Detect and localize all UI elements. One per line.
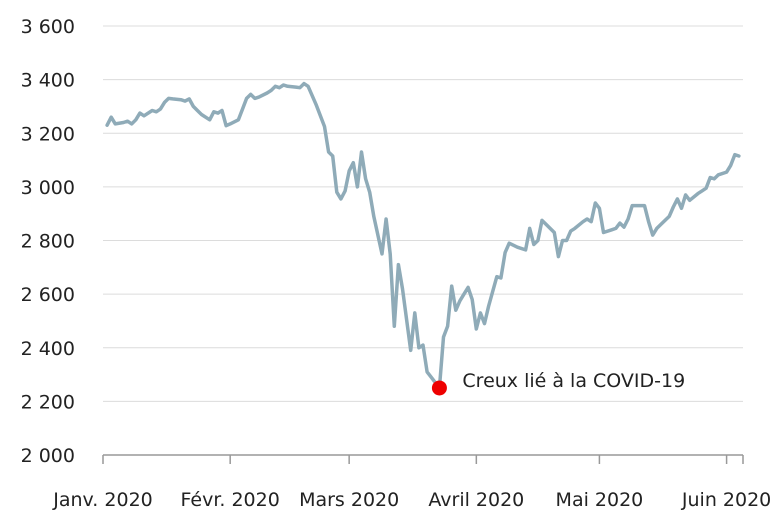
y-tick-label: 3 000 (21, 177, 75, 199)
x-tick-label: Mai 2020 (556, 489, 644, 511)
y-tick-label: 3 400 (21, 70, 75, 92)
y-tick-label: 2 000 (21, 445, 75, 467)
annotation-marker (431, 380, 447, 396)
x-tick-label: Mars 2020 (299, 489, 399, 511)
y-axis: 2 000 2 200 2 400 2 600 2 800 3 000 3 200 3 400… (21, 16, 75, 467)
series-group (105, 81, 741, 390)
x-tick-label: Févr. 2020 (181, 489, 280, 511)
y-tick-label: 2 400 (21, 338, 75, 360)
x-tick-label: Juin 2020 (681, 489, 771, 511)
y-tick-label: 2 600 (21, 284, 75, 306)
y-tick-label: 2 200 (21, 391, 75, 413)
y-tick-label: 3 600 (21, 16, 75, 38)
gridlines (103, 25, 743, 402)
annotations: Creux lié à la COVID-19 (431, 370, 685, 396)
y-tick-label: 3 200 (21, 123, 75, 145)
y-tick-label: 2 800 (21, 231, 75, 253)
x-tick-label: Janv. 2020 (52, 489, 153, 511)
series-line-0 (105, 81, 741, 390)
x-axis: Janv. 2020 Févr. 2020 Mars 2020 Avril 2020 M… (52, 454, 771, 511)
x-tick-label: Avril 2020 (428, 489, 524, 511)
annotation-label: Creux lié à la COVID-19 (462, 370, 685, 392)
